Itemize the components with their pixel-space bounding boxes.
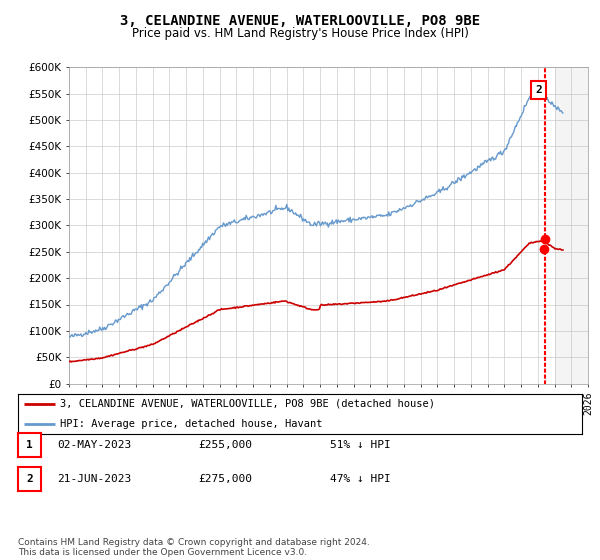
Text: Price paid vs. HM Land Registry's House Price Index (HPI): Price paid vs. HM Land Registry's House … — [131, 27, 469, 40]
Text: HPI: Average price, detached house, Havant: HPI: Average price, detached house, Hava… — [60, 419, 323, 429]
Text: 21-JUN-2023: 21-JUN-2023 — [57, 474, 131, 484]
Text: £275,000: £275,000 — [198, 474, 252, 484]
Text: Contains HM Land Registry data © Crown copyright and database right 2024.
This d: Contains HM Land Registry data © Crown c… — [18, 538, 370, 557]
Text: £255,000: £255,000 — [198, 440, 252, 450]
Text: 3, CELANDINE AVENUE, WATERLOOVILLE, PO8 9BE: 3, CELANDINE AVENUE, WATERLOOVILLE, PO8 … — [120, 14, 480, 28]
Text: 3, CELANDINE AVENUE, WATERLOOVILLE, PO8 9BE (detached house): 3, CELANDINE AVENUE, WATERLOOVILLE, PO8 … — [60, 399, 436, 409]
Bar — [554, 67, 588, 384]
Text: 2: 2 — [535, 85, 542, 95]
Text: 51% ↓ HPI: 51% ↓ HPI — [330, 440, 391, 450]
Text: 02-MAY-2023: 02-MAY-2023 — [57, 440, 131, 450]
Text: 2: 2 — [26, 474, 33, 484]
Text: 1: 1 — [26, 440, 33, 450]
Text: 47% ↓ HPI: 47% ↓ HPI — [330, 474, 391, 484]
